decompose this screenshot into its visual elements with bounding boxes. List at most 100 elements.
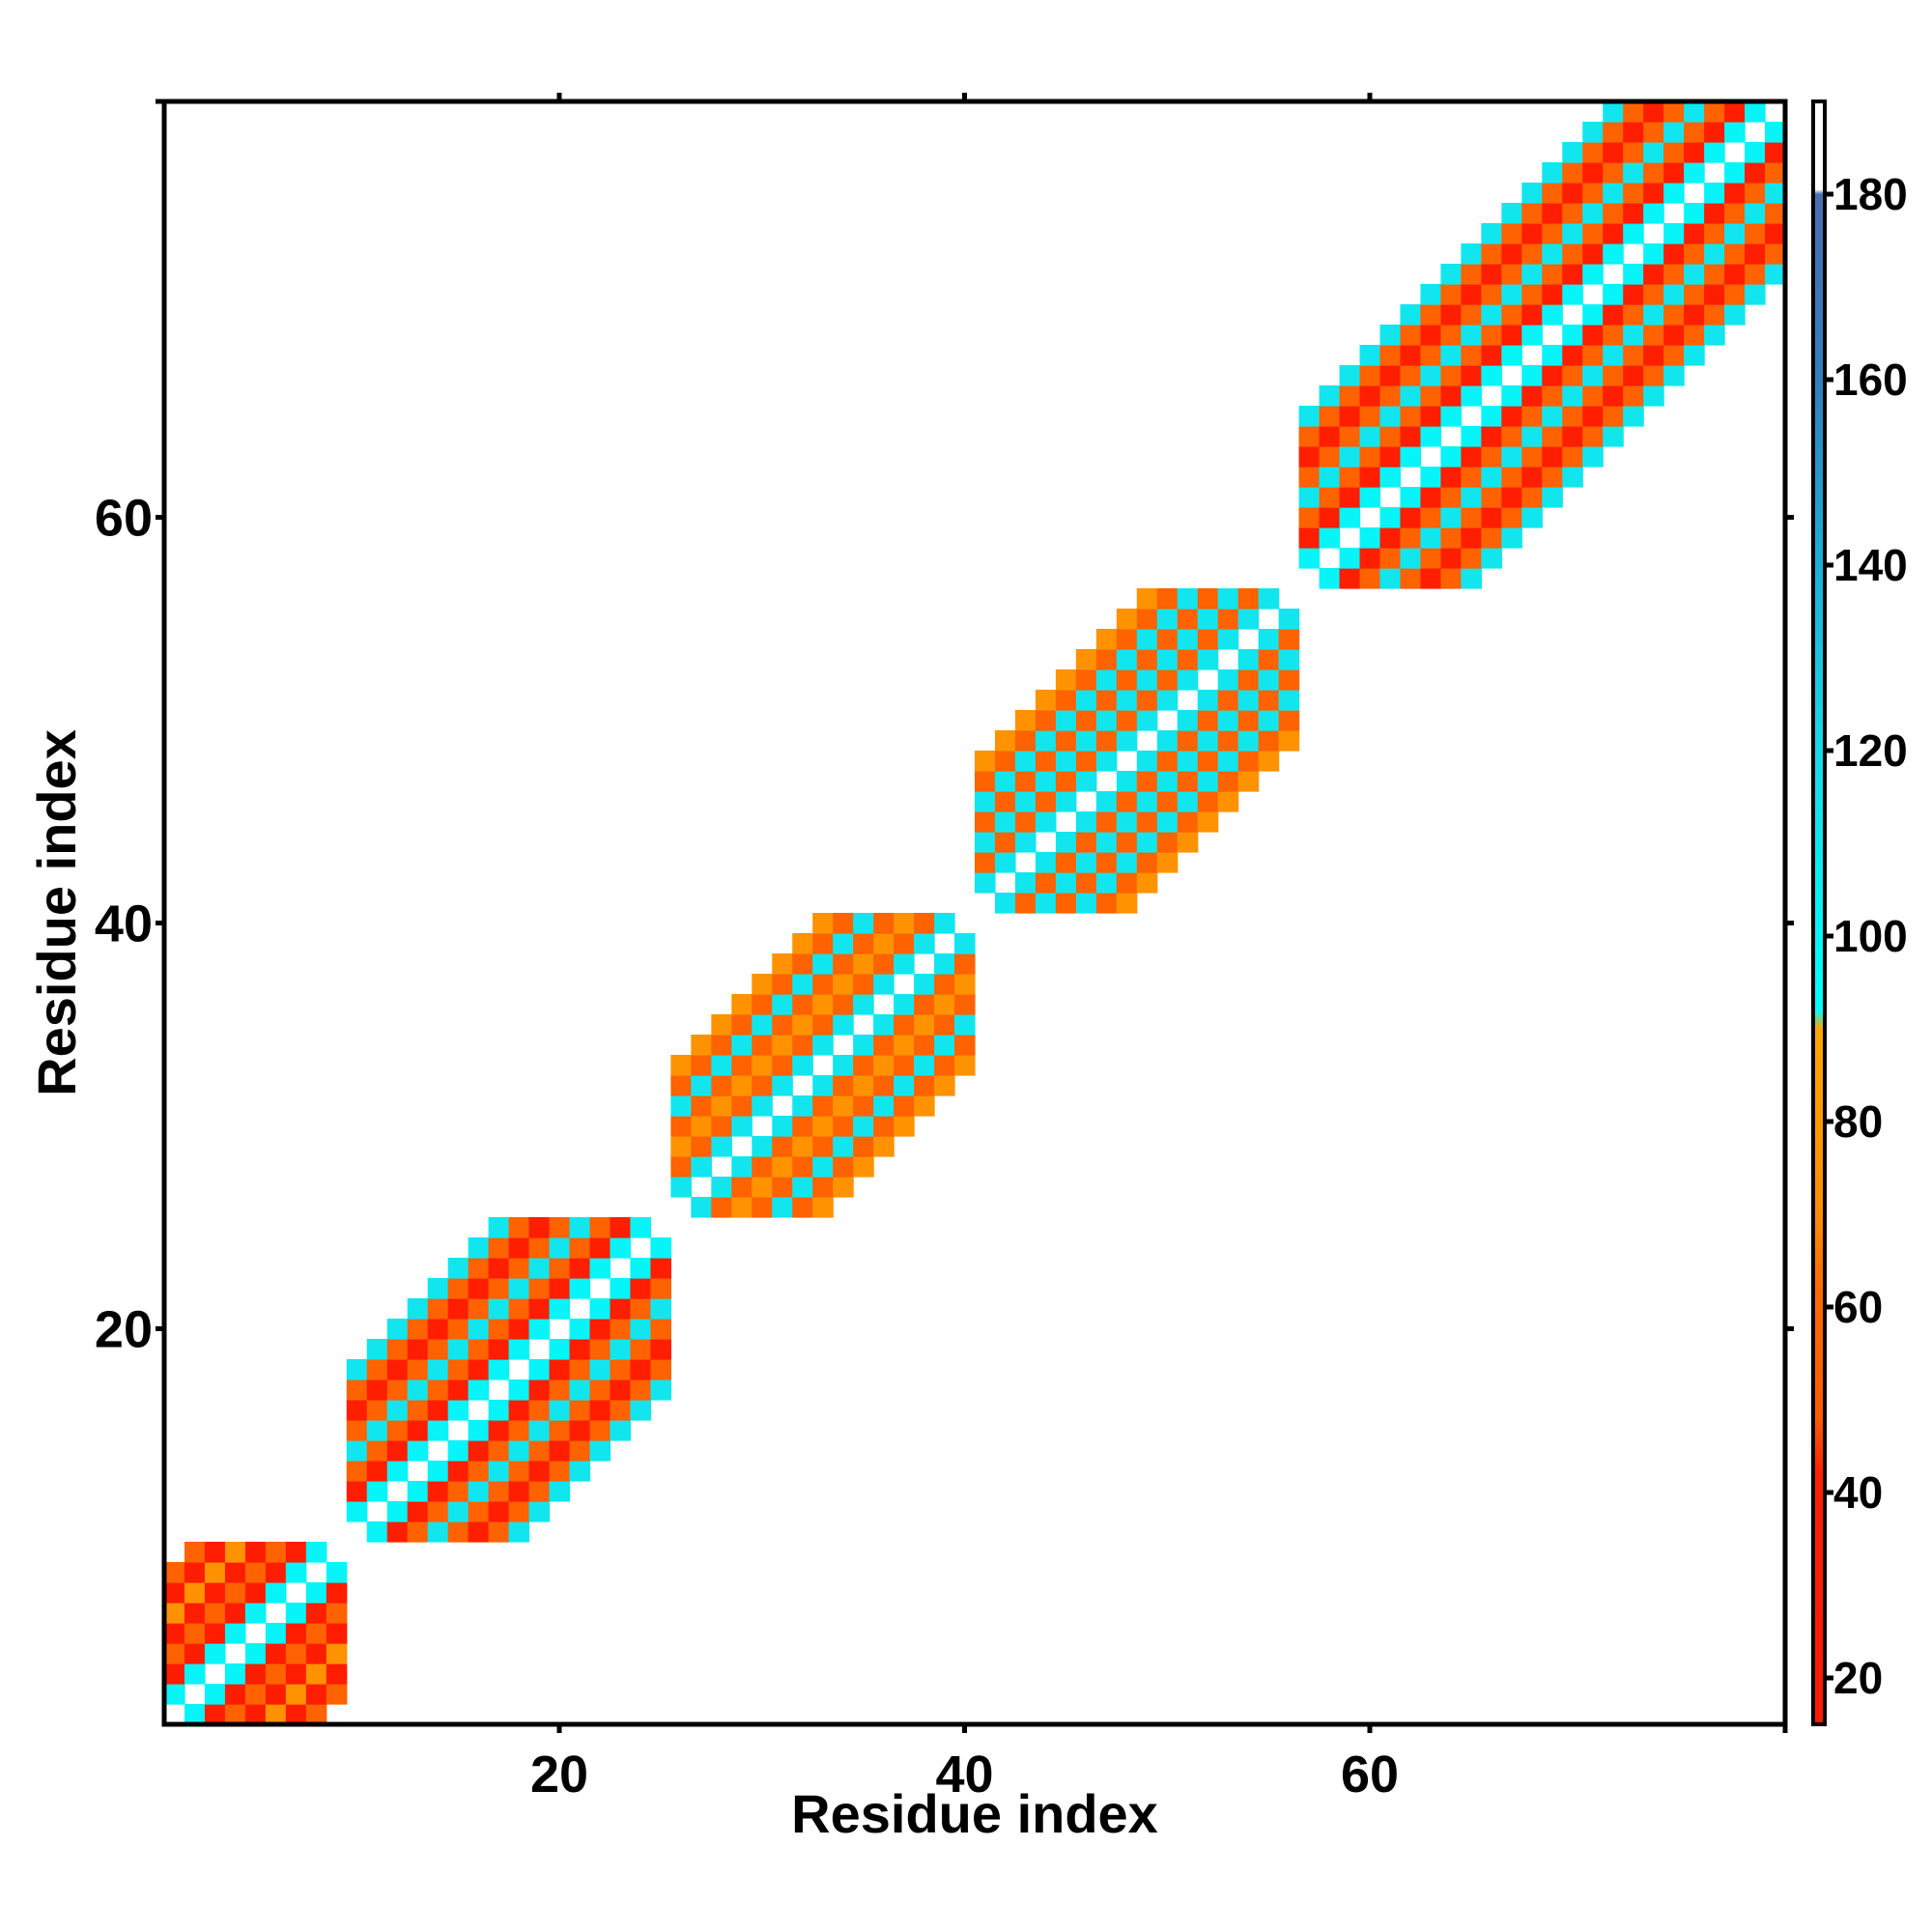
heatmap-cell <box>914 974 935 995</box>
heatmap-cell <box>853 1055 874 1076</box>
heatmap-cell <box>447 1521 469 1543</box>
heatmap-cell <box>1582 426 1604 447</box>
heatmap-cell <box>1481 223 1502 244</box>
heatmap-cell <box>366 1440 388 1462</box>
heatmap-cell <box>488 1258 510 1279</box>
heatmap-cell <box>752 1075 773 1096</box>
heatmap-cell <box>1197 751 1219 772</box>
heatmap-cell <box>1095 791 1118 812</box>
heatmap-cell <box>894 1055 915 1076</box>
heatmap-cell <box>994 893 1016 914</box>
heatmap-cell <box>1745 142 1766 163</box>
heatmap-cell <box>1116 872 1138 894</box>
heatmap-cell <box>1217 710 1239 731</box>
heatmap-cell <box>326 1643 348 1664</box>
heatmap-cell <box>1055 730 1077 752</box>
heatmap-cell <box>366 1461 388 1482</box>
heatmap-cell <box>772 1177 793 1198</box>
heatmap-cell <box>630 1339 651 1360</box>
heatmap-cell <box>711 1055 732 1076</box>
heatmap-cell <box>1643 264 1664 285</box>
heatmap-cell <box>1075 811 1097 833</box>
heatmap-cell <box>1521 284 1543 305</box>
heatmap-cell <box>1014 710 1037 731</box>
heatmap-cell <box>792 1197 813 1218</box>
heatmap-cell <box>1623 223 1644 244</box>
heatmap-cell <box>1258 649 1280 670</box>
heatmap-cell <box>204 1704 226 1725</box>
heatmap-cell <box>1298 507 1321 528</box>
heatmap-cell <box>1400 345 1422 366</box>
heatmap-cell <box>853 974 874 995</box>
heatmap-cell <box>752 1014 773 1036</box>
heatmap-cell <box>670 1116 692 1137</box>
heatmap-cell <box>1582 183 1604 204</box>
heatmap-cell <box>610 1298 632 1320</box>
heatmap-cell <box>1116 609 1138 630</box>
heatmap-cell <box>1765 142 1786 163</box>
heatmap-cell <box>812 1095 834 1117</box>
heatmap-cell <box>1684 142 1705 163</box>
x-tick-label: 20 <box>530 1746 588 1804</box>
heatmap-cell <box>1461 467 1482 488</box>
heatmap-cell <box>1582 365 1604 386</box>
heatmap-cell <box>549 1339 571 1360</box>
heatmap-cell <box>1116 690 1138 711</box>
heatmap-cell <box>488 1359 510 1380</box>
heatmap-cell <box>447 1379 469 1401</box>
heatmap-cell <box>1359 467 1381 488</box>
heatmap-cell <box>1440 385 1462 407</box>
heatmap-cell <box>752 1177 773 1198</box>
heatmap-cell <box>711 1035 732 1056</box>
heatmap-cell <box>1603 162 1624 184</box>
colorbar-tick-label: 140 <box>1833 540 1908 590</box>
heatmap-cell <box>1562 223 1583 244</box>
heatmap-cell <box>1562 264 1583 285</box>
heatmap-cell <box>1623 385 1644 407</box>
heatmap-cell <box>184 1562 206 1583</box>
heatmap-cell <box>1684 264 1705 285</box>
heatmap-cell <box>1724 122 1746 143</box>
heatmap-cell <box>407 1420 429 1441</box>
heatmap-cell <box>305 1542 327 1563</box>
heatmap-cell <box>285 1623 307 1644</box>
heatmap-cell <box>1197 710 1219 731</box>
heatmap-cell <box>1440 365 1462 386</box>
heatmap-cell <box>1359 426 1381 447</box>
heatmap-cell <box>1643 101 1664 123</box>
heatmap-cell <box>670 1136 692 1157</box>
heatmap-cell <box>792 1177 813 1198</box>
heatmap-cell <box>772 1197 793 1218</box>
heatmap-cell <box>1603 325 1624 346</box>
heatmap-cell <box>833 933 854 954</box>
heatmap-cell <box>1501 527 1522 549</box>
heatmap-cell <box>1603 183 1624 204</box>
heatmap-cell <box>873 953 895 975</box>
heatmap-cell <box>1684 284 1705 305</box>
heatmap-cell <box>407 1521 429 1543</box>
heatmap-cell <box>508 1461 530 1482</box>
heatmap-cell <box>468 1298 490 1320</box>
heatmap-cell <box>1684 122 1705 143</box>
heatmap-cell <box>528 1237 551 1259</box>
heatmap-cell <box>772 1116 793 1137</box>
heatmap-cell <box>1582 304 1604 326</box>
heatmap-cell <box>792 953 813 975</box>
heatmap-cell <box>1055 771 1077 792</box>
heatmap-cell <box>488 1339 510 1360</box>
heatmap-cell <box>508 1481 530 1502</box>
heatmap-cell <box>1156 629 1179 650</box>
heatmap-cell <box>1055 669 1077 691</box>
heatmap-cell <box>1237 690 1260 711</box>
heatmap-cell <box>1278 669 1300 691</box>
heatmap-cell <box>1481 345 1502 366</box>
heatmap-cell <box>1663 142 1685 163</box>
heatmap-cell <box>1258 588 1280 610</box>
heatmap-cell <box>1177 669 1199 691</box>
heatmap-cell <box>164 1603 185 1624</box>
heatmap-cell <box>1339 406 1361 427</box>
heatmap-cell <box>630 1278 651 1299</box>
heatmap-cell <box>975 852 996 873</box>
heatmap-cell <box>1724 101 1746 123</box>
heatmap-cell <box>1461 487 1482 508</box>
